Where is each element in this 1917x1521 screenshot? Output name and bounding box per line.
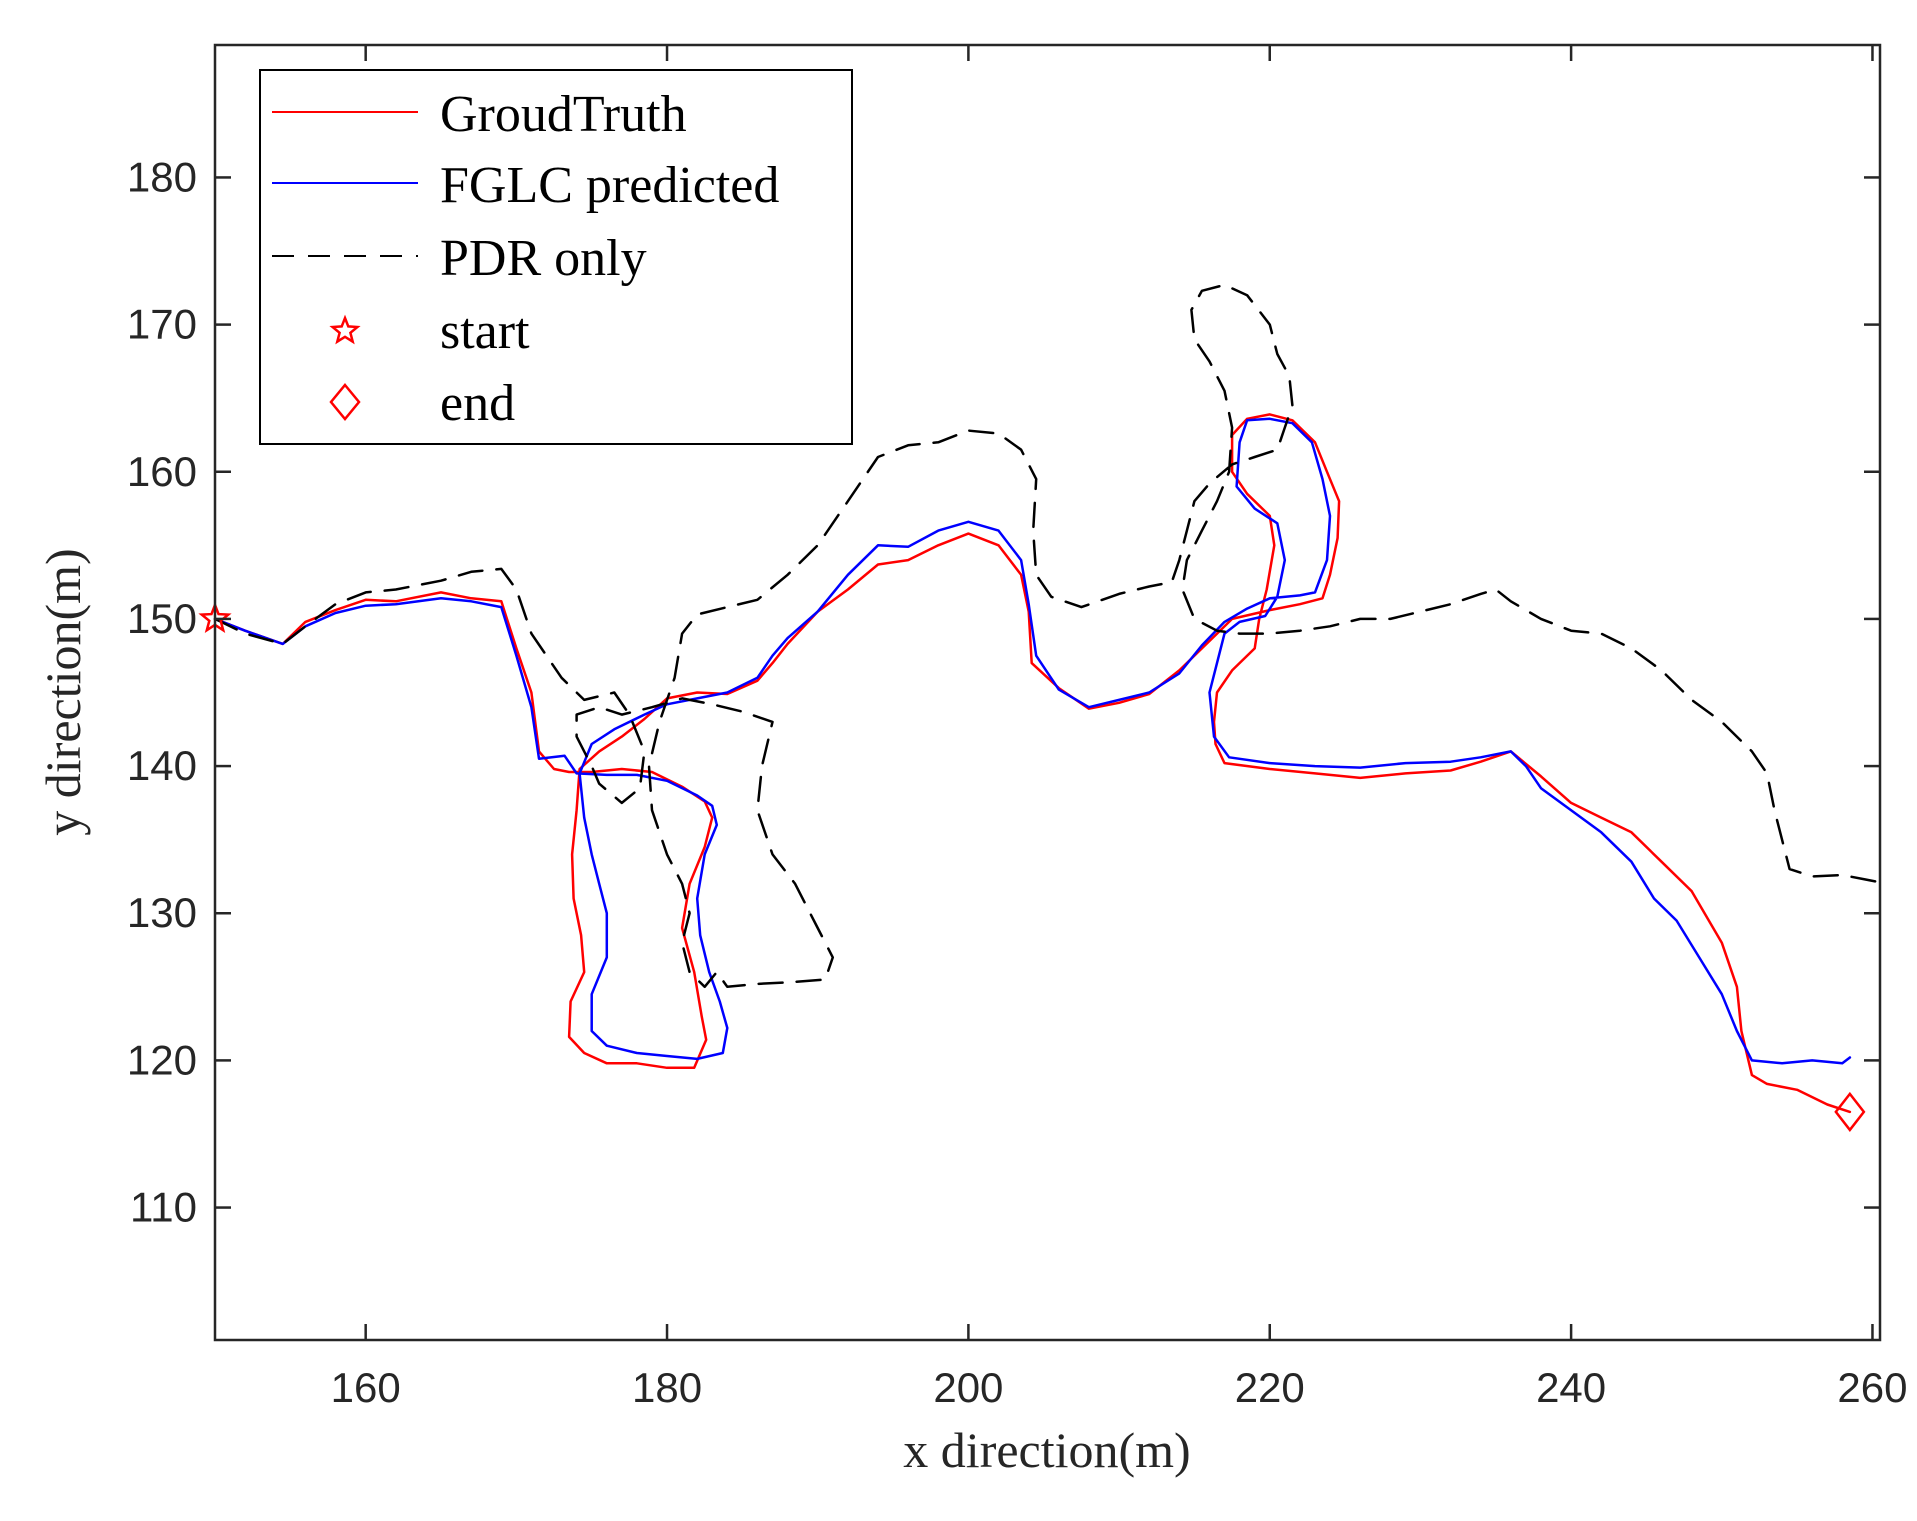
series-line-pdr-only (213, 283, 1882, 989)
y-tick-label: 180 (127, 153, 197, 200)
legend-label-end: end (440, 375, 515, 432)
legend-label-pdr: PDR only (440, 230, 647, 287)
x-tick-label: 200 (933, 1364, 1003, 1411)
legend-diamond-icon (329, 383, 361, 421)
x-axis-label: x direction(m) (903, 1422, 1190, 1478)
y-tick-label: 130 (127, 889, 197, 936)
y-tick-label: 120 (127, 1036, 197, 1083)
y-tick-label: 150 (127, 595, 197, 642)
y-tick-label: 110 (130, 1184, 197, 1231)
x-tick-label: 180 (632, 1364, 702, 1411)
series-layer (213, 283, 1882, 1114)
x-axis: 160 180 200 220 240 260 (331, 45, 1908, 1411)
y-tick-label: 160 (127, 448, 197, 495)
series-line-fglc-predicted (213, 417, 1852, 1065)
x-tick-label: 240 (1536, 1364, 1606, 1411)
x-tick-label: 160 (331, 1364, 401, 1411)
x-tick-label: 260 (1837, 1364, 1907, 1411)
legend-label-start: start (440, 303, 530, 360)
legend-label-groudtruth: GroudTruth (440, 86, 687, 143)
y-tick-label: 140 (127, 742, 197, 789)
x-tick-label: 220 (1235, 1364, 1305, 1411)
plot-frame (213, 43, 1882, 1342)
y-tick-label: 170 (127, 301, 197, 348)
legend-star-icon (329, 314, 361, 345)
legend: GroudTruth FGLC predicted PDR only start… (259, 69, 853, 445)
marker-end-icon (1834, 1091, 1866, 1132)
y-axis: 110 120 130 140 150 160 170 180 (127, 153, 1880, 1231)
legend-label-fglc: FGLC predicted (440, 157, 779, 214)
y-axis-label: y direction(m) (35, 548, 91, 835)
